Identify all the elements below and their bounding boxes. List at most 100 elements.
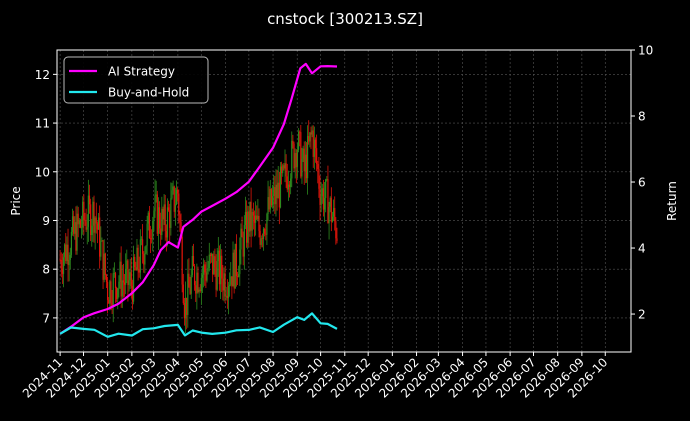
candle-body <box>240 228 242 250</box>
candle-body <box>247 211 249 243</box>
candle-body <box>261 238 263 240</box>
candle-body <box>285 163 287 177</box>
candle-body <box>303 148 305 172</box>
candle-body <box>270 189 273 206</box>
candle-body <box>208 254 210 269</box>
candle-body <box>191 255 193 275</box>
candle-body <box>238 274 240 277</box>
candle-body <box>320 196 322 205</box>
candle-body <box>201 274 204 278</box>
candle-body <box>292 140 294 144</box>
candle-body <box>68 259 70 266</box>
candle-body <box>230 276 232 285</box>
candle-body <box>301 158 303 177</box>
candle-body <box>252 212 254 216</box>
candle-body <box>97 217 100 230</box>
candle-body <box>108 299 110 304</box>
legend-label: AI Strategy <box>108 65 175 79</box>
candle-body <box>129 272 131 281</box>
candle-body <box>241 228 243 238</box>
candle-body <box>277 182 279 199</box>
candle-body <box>138 269 140 273</box>
candle-body <box>151 238 153 240</box>
candle-body <box>168 207 170 211</box>
candle-body <box>198 289 200 293</box>
candle-body <box>197 272 199 293</box>
candle-body <box>296 149 299 167</box>
candle-body <box>116 287 118 299</box>
candle-body <box>279 166 282 208</box>
candle-body <box>232 252 234 287</box>
candle-body <box>65 244 67 261</box>
candle-body <box>162 208 164 220</box>
candle-body <box>163 204 165 220</box>
candle-body <box>177 189 179 194</box>
y-tick-label-right: 8 <box>638 110 646 124</box>
candle-body <box>294 153 296 169</box>
candle-body <box>311 130 313 135</box>
candle-body <box>221 255 223 279</box>
candle-body <box>128 280 130 285</box>
y-tick-label-right: 10 <box>638 44 653 58</box>
candle-body <box>233 252 235 289</box>
legend: AI Strategy Buy-and-Hold <box>63 56 209 104</box>
candle-body <box>236 276 239 277</box>
candle-body <box>100 241 102 257</box>
candle-body <box>62 257 65 274</box>
series-lines <box>59 62 338 338</box>
candle-body <box>161 208 163 236</box>
candle-body <box>104 253 106 275</box>
candle-body <box>260 238 262 245</box>
series-line-buy-and-hold <box>59 312 338 338</box>
candle-body <box>323 198 326 210</box>
candle-body <box>170 198 172 228</box>
candle-body <box>73 216 75 234</box>
candle-body <box>59 259 61 261</box>
legend-box <box>63 56 209 104</box>
candle-body <box>187 273 189 315</box>
candle-body <box>117 288 119 299</box>
candle-body <box>66 244 68 261</box>
candle-body <box>282 165 284 174</box>
candle-body <box>259 230 261 245</box>
candle-body <box>312 130 314 157</box>
candle-body <box>102 240 104 280</box>
candle-body <box>216 261 218 290</box>
candle-body <box>227 285 230 299</box>
candle-body <box>126 260 128 269</box>
candle-body <box>253 215 256 223</box>
candle-body <box>273 187 275 197</box>
candle-body <box>308 136 310 142</box>
candle-body <box>269 189 271 210</box>
plot-frame <box>56 49 632 353</box>
candle-body <box>114 273 117 288</box>
candle-body <box>309 132 311 142</box>
candle-body <box>78 220 80 225</box>
candle-body <box>190 274 192 294</box>
candle-body <box>80 227 83 229</box>
candle-body <box>328 206 330 224</box>
candle-body <box>146 223 148 246</box>
candle-body <box>147 212 149 224</box>
candle-body <box>326 179 328 180</box>
candle-body <box>76 213 78 251</box>
candle-body <box>179 214 181 222</box>
y-tick-label-left: 8 <box>42 263 50 277</box>
candle-body <box>275 184 277 205</box>
candle-body <box>137 247 139 270</box>
candle-body <box>239 249 241 275</box>
candle-body <box>148 212 150 239</box>
candle-body <box>180 221 182 237</box>
candle-body <box>318 169 320 189</box>
candlesticks <box>59 120 338 334</box>
candle-body <box>288 184 291 187</box>
candle-body <box>207 268 209 271</box>
candle-body <box>153 211 155 221</box>
candle-body <box>317 164 319 170</box>
candle-body <box>325 179 327 199</box>
candle-body <box>142 239 144 254</box>
candle-body <box>290 178 292 187</box>
candle-body <box>319 188 321 205</box>
candle-body <box>226 295 228 299</box>
candle-body <box>256 215 258 220</box>
